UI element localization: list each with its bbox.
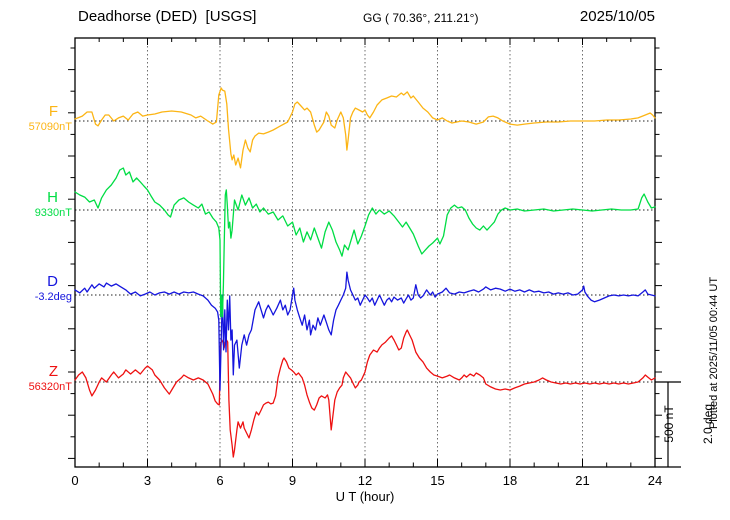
x-tick-label: 21 [575,473,590,488]
channel-letter-f: F [48,103,58,120]
channel-baseline-d: -3.2deg [34,291,72,303]
channel-letter-d: D [47,273,58,290]
x-tick-label: 3 [143,473,152,488]
plot-timestamp: Plotted at 2025/11/05 00:44 UT [708,276,720,430]
channel-baseline-z: 56320nT [28,381,72,393]
scale-bar-nt: 500 nT [662,405,676,443]
x-tick-label: 12 [357,473,373,488]
x-tick-label: 24 [647,473,663,488]
x-tick-label: 18 [502,473,518,488]
station-title: Deadhorse (DED) [USGS] [78,8,257,25]
x-tick-label: 9 [288,473,297,488]
channel-label-z: Z 56320nT [0,364,72,394]
x-tick-label: 0 [71,473,79,488]
observatory-coordinates: GG ( 70.36°, 211.21°) [363,11,479,25]
channel-label-f: F 57090nT [0,104,72,134]
channel-baseline-h: 9330nT [34,207,72,219]
x-axis-title: U T (hour) [335,489,395,504]
channel-label-d: D -3.2deg [0,274,72,304]
channel-baseline-f: 57090nT [28,121,72,133]
x-tick-label: 15 [430,473,445,488]
channel-letter-h: H [47,189,58,206]
date-label: 2025/10/05 [579,8,655,25]
channel-label-h: H 9330nT [0,190,72,220]
x-tick-label: 6 [216,473,224,488]
channel-letter-z: Z [48,363,58,380]
